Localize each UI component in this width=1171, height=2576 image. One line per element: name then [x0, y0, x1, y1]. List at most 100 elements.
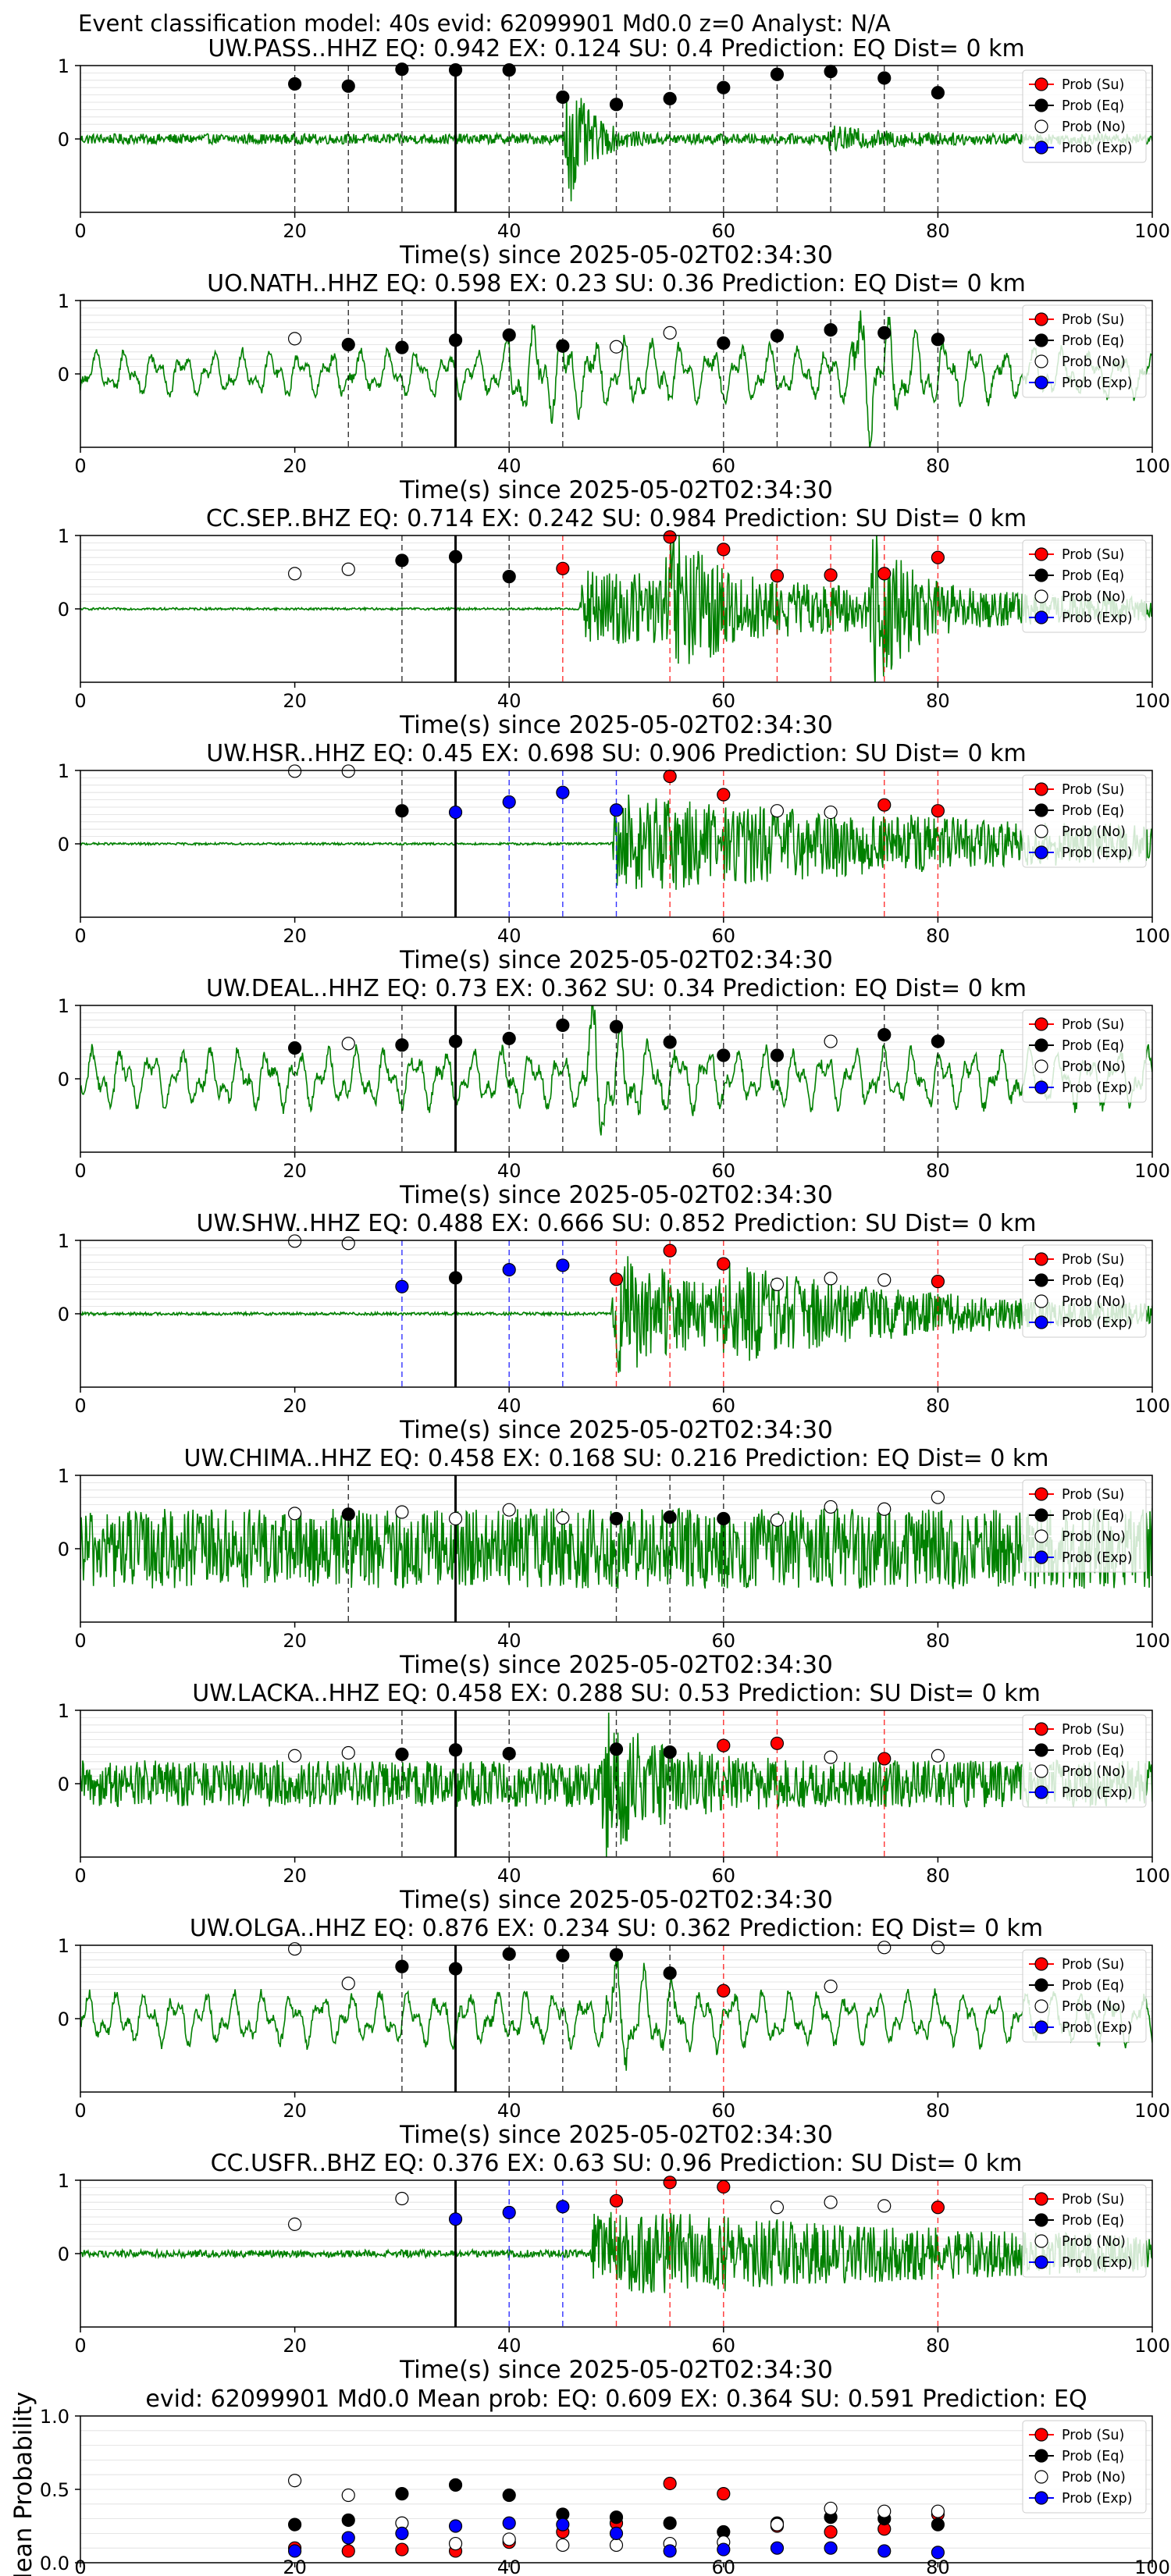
y-tick-label: 1 — [58, 525, 69, 547]
prob-marker-eq — [448, 1034, 463, 1048]
legend-label: Prob (Exp) — [1062, 1785, 1133, 1801]
prob-marker-eq — [448, 1962, 463, 1976]
x-tick-label: 80 — [926, 2556, 950, 2576]
mean-marker-su — [341, 2544, 355, 2558]
prob-marker-eq — [395, 553, 409, 568]
legend-label: Prob (No) — [1062, 119, 1126, 135]
prob-marker-ex — [395, 1279, 409, 1293]
prob-marker-eq — [877, 326, 892, 340]
legend: Prob (Su) Prob (Eq) Prob (No) Prob (Exp) — [1022, 69, 1147, 163]
x-tick-label: 60 — [712, 455, 736, 477]
mean-marker-eq — [663, 2516, 677, 2530]
legend-marker-ex — [1034, 2255, 1048, 2269]
legend: Prob (Su) Prob (Eq) Prob (No) Prob (Exp) — [1022, 1009, 1147, 1103]
legend-marker-ex — [1034, 2020, 1048, 2034]
x-tick-label: 80 — [926, 1630, 950, 1652]
x-tick-label: 20 — [283, 2335, 307, 2357]
prob-marker-eq — [663, 1035, 677, 1049]
legend-box — [1022, 1244, 1147, 1338]
legend-label: Prob (Su) — [1062, 2192, 1124, 2208]
prob-marker-eq — [395, 1038, 409, 1052]
mean-marker-eq — [931, 2517, 945, 2532]
prob-marker-su — [931, 804, 945, 818]
mean-marker-ex — [717, 2542, 731, 2556]
prob-marker-eq — [556, 1948, 570, 1962]
x-tick-label: 20 — [283, 220, 307, 242]
prob-marker-no — [824, 1980, 838, 1994]
legend-marker-ex — [1034, 141, 1048, 155]
prob-marker-su — [717, 543, 731, 557]
prob-marker-no — [770, 804, 785, 818]
prob-marker-eq — [502, 1031, 516, 1045]
prob-marker-eq — [502, 1947, 516, 1961]
prob-marker-eq — [556, 1018, 570, 1032]
prob-marker-no — [824, 1272, 838, 1286]
legend-label: Prob (Eq) — [1062, 2449, 1124, 2464]
legend: Prob (Su) Prob (Eq) Prob (No) Prob (Exp) — [1022, 1244, 1147, 1338]
x-axis-label: Time(s) since 2025-05-02T02:34:30 — [399, 1651, 833, 1679]
y-tick-label: 0 — [58, 834, 69, 856]
mean-marker-eq — [502, 2488, 516, 2503]
x-tick-label: 80 — [926, 2100, 950, 2122]
legend-label: Prob (Eq) — [1062, 1743, 1124, 1759]
legend-label: Prob (No) — [1062, 1059, 1126, 1075]
prob-marker-ex — [556, 1258, 570, 1272]
x-tick-label: 40 — [497, 2556, 521, 2576]
x-tick-label: 100 — [1134, 2556, 1170, 2576]
waveform-panel: UW.PASS..HHZ EQ: 0.942 EX: 0.124 SU: 0.4… — [58, 35, 1170, 269]
waveform-panel: UW.OLGA..HHZ EQ: 0.876 EX: 0.234 SU: 0.3… — [58, 1915, 1170, 2149]
legend-marker-su — [1034, 2428, 1048, 2442]
x-tick-label: 20 — [283, 1395, 307, 1417]
legend-marker-no — [1034, 2234, 1048, 2248]
prob-marker-eq — [288, 1041, 302, 1055]
prob-marker-su — [663, 769, 677, 784]
prob-marker-eq — [448, 1743, 463, 1757]
prob-marker-eq — [502, 570, 516, 584]
prob-marker-eq — [288, 76, 302, 91]
prob-marker-ex — [502, 1262, 516, 1277]
legend-marker-eq — [1034, 333, 1048, 347]
legend-marker-no — [1034, 119, 1048, 133]
x-tick-label: 100 — [1134, 220, 1170, 242]
x-tick-label: 60 — [712, 1630, 736, 1652]
prob-marker-eq — [877, 1027, 892, 1042]
prob-marker-su — [717, 2179, 731, 2194]
mean-marker-su — [717, 2487, 731, 2501]
x-tick-label: 20 — [283, 2100, 307, 2122]
prob-marker-no — [288, 764, 302, 778]
legend-label: Prob (No) — [1062, 1764, 1126, 1780]
mean-probability-panel: evid: 62099901 Md0.0 Mean prob: EQ: 0.60… — [9, 2386, 1170, 2576]
y-tick-label: 1 — [58, 1465, 69, 1487]
panel-title: UW.HSR..HHZ EQ: 0.45 EX: 0.698 SU: 0.906… — [206, 740, 1026, 767]
x-tick-label: 100 — [1134, 2335, 1170, 2357]
legend-label: Prob (Su) — [1062, 1017, 1124, 1033]
x-tick-label: 40 — [497, 1865, 521, 1887]
prob-marker-eq — [448, 63, 463, 77]
prob-marker-no — [931, 1490, 945, 1504]
panel-title: UO.NATH..HHZ EQ: 0.598 EX: 0.23 SU: 0.36… — [207, 270, 1026, 297]
legend-label: Prob (Eq) — [1062, 568, 1124, 584]
prob-marker-eq — [770, 67, 785, 81]
legend: Prob (Su) Prob (Eq) Prob (No) Prob (Exp) — [1022, 1479, 1147, 1573]
y-tick-label: 1 — [58, 1700, 69, 1722]
mean-marker-no — [877, 2504, 892, 2518]
prob-marker-su — [609, 2194, 624, 2208]
x-tick-label: 0 — [74, 2100, 86, 2122]
x-tick-label: 20 — [283, 1865, 307, 1887]
legend: Prob (Su) Prob (Eq) Prob (No) Prob (Exp) — [1022, 539, 1147, 633]
prob-marker-no — [770, 2201, 785, 2215]
legend-marker-eq — [1034, 803, 1048, 817]
legend-marker-no — [1034, 354, 1048, 368]
x-tick-label: 40 — [497, 1630, 521, 1652]
x-tick-label: 80 — [926, 690, 950, 712]
panel-title: UW.SHW..HHZ EQ: 0.488 EX: 0.666 SU: 0.85… — [196, 1210, 1036, 1237]
y-tick-label: 1 — [58, 55, 69, 77]
prob-marker-no — [770, 1277, 785, 1292]
legend-marker-ex — [1034, 1080, 1048, 1094]
x-tick-label: 0 — [74, 1160, 86, 1182]
prob-marker-ex — [609, 803, 624, 817]
prob-marker-no — [824, 1750, 838, 1764]
legend-marker-eq — [1034, 1743, 1048, 1757]
legend-marker-ex — [1034, 1785, 1048, 1799]
panel-title: UW.PASS..HHZ EQ: 0.942 EX: 0.124 SU: 0.4… — [208, 35, 1024, 62]
